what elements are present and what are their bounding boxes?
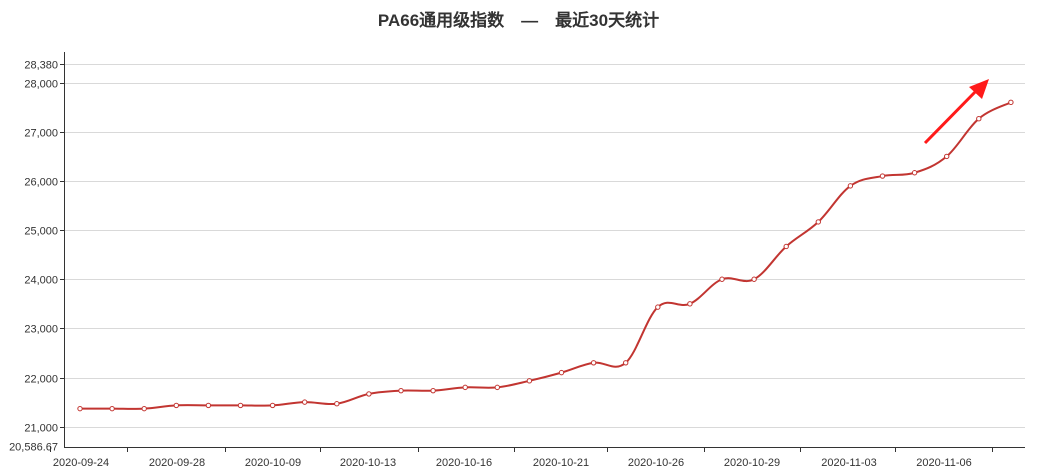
x-tick-label: 2020-11-03 <box>821 457 876 469</box>
arrow-annotation <box>923 79 989 145</box>
data-point <box>944 153 950 160</box>
y-tick-label: 28,380 <box>24 60 58 72</box>
axes <box>50 52 1025 452</box>
series-line <box>79 101 1012 410</box>
y-tick-label: 27,000 <box>24 128 58 140</box>
data-point <box>77 405 83 412</box>
data-point <box>205 402 212 409</box>
data-point <box>334 401 340 407</box>
x-tick-label: 2020-10-26 <box>628 457 684 469</box>
data-point <box>269 402 276 409</box>
y-tick-label: 23,000 <box>24 324 58 336</box>
data-point <box>237 402 244 409</box>
y-tick-label: 21,000 <box>24 423 58 435</box>
data-point <box>173 402 180 409</box>
data-point <box>655 304 661 310</box>
y-tick-label: 20,586.67 <box>9 442 58 454</box>
x-tick-label: 2020-10-13 <box>340 457 396 469</box>
arrow-head <box>969 79 989 99</box>
data-point <box>1008 99 1014 106</box>
y-tick-label: 26,000 <box>24 177 58 189</box>
data-point <box>815 219 821 225</box>
x-tick-label: 2020-09-24 <box>53 457 109 469</box>
grid-lines <box>64 64 1025 428</box>
y-tick-label: 24,000 <box>24 275 58 287</box>
data-point <box>751 276 757 282</box>
data-point <box>911 170 918 176</box>
data-point <box>590 360 597 366</box>
data-point <box>558 369 565 376</box>
data-point <box>398 387 404 394</box>
data-point <box>976 115 982 122</box>
y-tick-label: 22,000 <box>24 374 58 386</box>
tick-labels: 28,380 21,000 22,000 23,000 24,000 25,000 26,0… <box>9 60 972 470</box>
data-point <box>494 384 500 391</box>
data-point <box>623 360 629 366</box>
arrow-shaft <box>923 87 980 145</box>
x-tick-label: 2020-09-28 <box>149 457 205 469</box>
x-tick-label: 2020-10-09 <box>245 457 301 469</box>
data-point <box>302 399 308 405</box>
series-path <box>79 101 1012 410</box>
x-tick-label: 2020-11-06 <box>916 457 971 469</box>
y-tick-label: 28,000 <box>24 79 58 91</box>
x-tick-label: 2020-10-16 <box>436 457 492 469</box>
y-tick-label: 25,000 <box>24 226 58 238</box>
data-point <box>430 387 436 394</box>
data-point <box>783 243 789 250</box>
data-point <box>847 183 854 189</box>
data-point <box>879 173 886 179</box>
data-points <box>77 99 1014 412</box>
chart-title: PA66通用级指数 — 最近30天统计 <box>377 11 660 30</box>
data-point <box>366 391 372 397</box>
data-point <box>462 384 468 391</box>
data-point <box>109 405 115 412</box>
data-point <box>687 301 693 307</box>
data-point <box>526 378 533 384</box>
x-tick-label: 2020-10-29 <box>724 457 780 469</box>
data-point <box>719 276 725 282</box>
data-point <box>141 405 147 412</box>
x-tick-label: 2020-10-21 <box>533 457 589 469</box>
